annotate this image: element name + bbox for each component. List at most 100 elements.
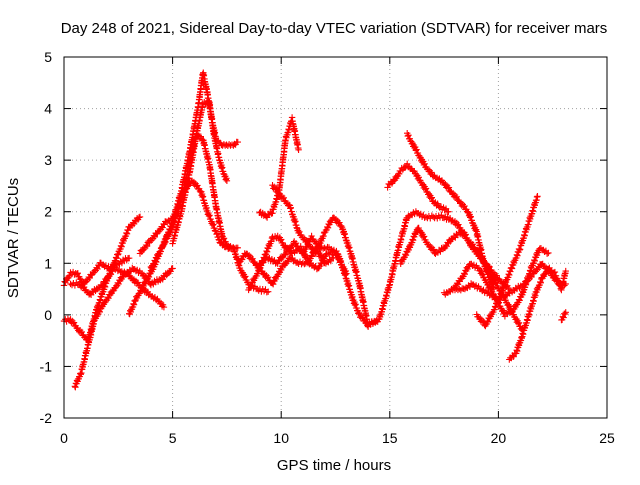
y-tick-label: 3 — [44, 152, 52, 168]
data-point — [222, 176, 229, 183]
data-point — [67, 280, 74, 288]
data-point — [445, 208, 452, 215]
data-point — [409, 237, 417, 244]
data-series-track-13 — [269, 182, 513, 330]
data-point — [467, 213, 474, 220]
data-point — [324, 224, 332, 231]
data-point — [220, 235, 228, 242]
y-tick-label: -2 — [40, 410, 53, 426]
data-point — [318, 260, 325, 268]
data-point — [136, 213, 144, 221]
y-tick-label: 2 — [44, 204, 52, 220]
data-point — [231, 245, 239, 252]
data-point — [537, 278, 544, 286]
data-point — [77, 371, 84, 378]
plot-frame — [63, 56, 608, 419]
data-point — [131, 298, 139, 305]
data-series-track-21 — [558, 309, 569, 324]
data-point — [528, 273, 535, 281]
data-point — [337, 222, 345, 229]
data-point — [304, 237, 311, 245]
axis-ticks — [63, 56, 608, 419]
data-series-layer — [60, 69, 569, 391]
data-point — [210, 221, 217, 228]
data-point — [500, 284, 507, 292]
data-point — [422, 213, 430, 221]
data-point — [510, 353, 517, 360]
data-point — [545, 249, 552, 257]
data-point — [162, 238, 169, 246]
data-point — [255, 287, 262, 294]
data-point — [445, 184, 453, 191]
data-point — [308, 253, 316, 260]
y-tick-label: 4 — [44, 101, 52, 117]
data-point — [295, 146, 302, 154]
data-point — [145, 273, 153, 281]
data-point — [265, 274, 272, 281]
data-point — [485, 264, 492, 272]
data-point — [402, 252, 410, 259]
data-series-track-3 — [71, 264, 176, 391]
data-point — [516, 297, 523, 304]
data-point — [263, 289, 270, 296]
data-point — [455, 221, 462, 228]
data-series-track-12 — [256, 114, 302, 221]
data-point — [303, 237, 310, 244]
data-point — [130, 301, 138, 308]
data-point — [206, 212, 213, 219]
data-point — [270, 281, 277, 288]
data-point — [194, 182, 201, 189]
data-point — [461, 231, 469, 239]
data-point — [430, 213, 437, 221]
data-point — [479, 270, 487, 278]
data-point — [428, 169, 435, 176]
data-point — [543, 250, 551, 257]
data-point — [169, 265, 176, 272]
data-point — [248, 282, 255, 289]
data-point — [420, 233, 428, 240]
x-tick-label: 5 — [169, 430, 177, 446]
data-point — [562, 309, 569, 316]
data-point — [234, 138, 241, 146]
data-point — [487, 285, 495, 292]
data-point — [264, 288, 272, 295]
data-point — [532, 292, 539, 299]
data-point — [396, 170, 403, 177]
data-point — [272, 185, 280, 192]
data-point — [430, 246, 437, 253]
data-point — [515, 319, 523, 326]
data-point — [294, 259, 301, 266]
data-point — [143, 243, 151, 250]
data-point — [469, 241, 476, 248]
data-point — [534, 193, 541, 200]
x-tick-label: 20 — [491, 430, 507, 446]
data-point — [562, 267, 569, 275]
data-point — [255, 268, 263, 275]
x-tick-label: 15 — [382, 430, 398, 446]
data-point — [461, 271, 468, 278]
data-point — [325, 249, 332, 257]
data-point — [242, 273, 249, 280]
data-point — [543, 268, 551, 275]
x-tick-label: 10 — [273, 430, 289, 446]
chart-title: Day 248 of 2021, Sidereal Day-to-day VTE… — [61, 20, 608, 37]
y-tick-label: -1 — [40, 358, 53, 374]
x-axis-label: GPS time / hours — [277, 457, 391, 474]
data-point — [74, 270, 81, 277]
data-point — [160, 303, 168, 311]
data-point — [110, 287, 117, 295]
y-tick-label: 1 — [44, 255, 52, 271]
data-point — [477, 250, 484, 257]
data-point — [281, 251, 288, 259]
data-point — [448, 236, 456, 243]
data-point — [415, 174, 422, 181]
data-point — [560, 314, 567, 321]
data-series-track-19 — [473, 193, 541, 330]
data-point — [152, 258, 159, 265]
data-point — [413, 146, 420, 153]
data-point — [278, 236, 285, 243]
data-series-track-11 — [256, 232, 380, 330]
data-series-track-8 — [169, 131, 241, 252]
data-point — [428, 194, 435, 201]
